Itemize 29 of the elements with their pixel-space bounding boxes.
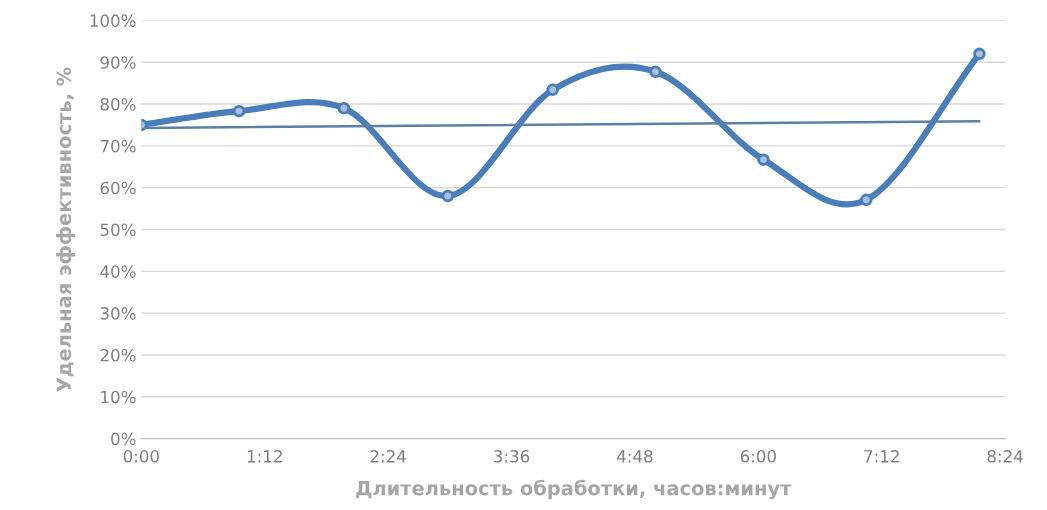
- point: [649, 65, 662, 79]
- y-tick-label: 90%: [100, 56, 136, 69]
- x-tick-label: 1:12: [247, 450, 282, 463]
- y-tick-label: 70%: [100, 139, 136, 153]
- y-axis-title: Удельная эффективность, %: [56, 67, 75, 392]
- point: [860, 193, 873, 207]
- x-tick-label: 0:00: [123, 450, 159, 463]
- point: [441, 189, 455, 203]
- x-axis-title: Длительность обработки, часов:минут: [356, 479, 792, 500]
- y-tick-label: 0%: [111, 432, 136, 446]
- y-tick-label: 80%: [100, 98, 136, 111]
- x-tick-label: 6:00: [740, 450, 776, 463]
- y-tick-label: 30%: [100, 307, 136, 320]
- point: [232, 104, 246, 118]
- y-tick-label: 20%: [100, 348, 136, 362]
- point: [546, 83, 559, 97]
- point: [337, 101, 351, 115]
- y-tick-label: 40%: [100, 265, 136, 278]
- x-tick-label: 7:12: [864, 450, 899, 463]
- point: [757, 153, 770, 166]
- y-tick-label: 100%: [90, 14, 136, 27]
- y-tick-label: 60%: [100, 181, 136, 195]
- x-tick-label: 2:24: [370, 450, 406, 463]
- y-tick-label: 50%: [100, 223, 136, 237]
- point: [973, 47, 986, 61]
- x-tick-label: 4:48: [617, 450, 653, 463]
- y-tick-label: 10%: [101, 390, 136, 404]
- x-tick-label: 8:24: [987, 450, 1023, 463]
- x-tick-label: 3:36: [494, 450, 530, 463]
